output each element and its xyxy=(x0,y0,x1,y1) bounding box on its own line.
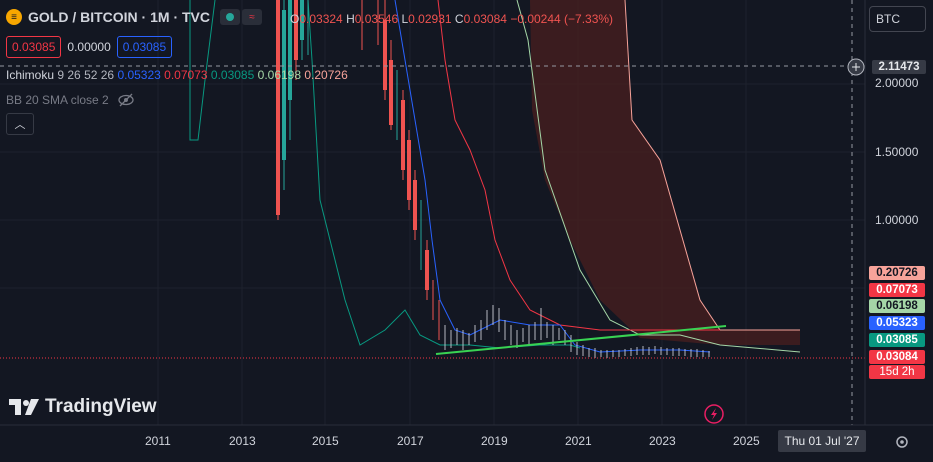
change-value: −0.00244 (−7.33%) xyxy=(510,12,614,26)
ichimoku-params: 9 26 52 26 xyxy=(57,68,115,82)
bb-label: BB 20 SMA close 2 xyxy=(6,93,109,107)
brand-name: TradingView xyxy=(45,396,157,417)
buy-button[interactable]: 0.03085 xyxy=(116,36,173,58)
price-tag: 0.07073 xyxy=(869,283,925,297)
time-label: 2017 xyxy=(397,434,424,448)
close-value: 0.03084 xyxy=(463,12,507,26)
bar-countdown: 15d 2h xyxy=(869,365,925,379)
symbol-title[interactable]: GOLD / BITCOIN · 1M · TVC xyxy=(28,9,210,25)
sell-button[interactable]: 0.03085 xyxy=(6,36,62,58)
candles-early xyxy=(276,0,440,340)
symbol-header[interactable]: ≡ GOLD / BITCOIN · 1M · TVC ≈ xyxy=(6,9,262,25)
gear-icon xyxy=(896,436,908,448)
trade-buttons: 0.03085 0.00000 0.03085 xyxy=(6,36,173,58)
low-value: 0.02931 xyxy=(408,12,452,26)
price-tag: 0.03085 xyxy=(869,333,925,347)
chikou-value: 0.03085 xyxy=(210,68,255,82)
senkou-a-value: 0.06198 xyxy=(257,68,302,82)
price-tag: 0.03084 xyxy=(869,350,925,364)
price-label-1-5: 1.50000 xyxy=(875,145,919,159)
market-open-icon[interactable] xyxy=(220,9,240,25)
chevron-up-icon: ︿ xyxy=(14,119,26,131)
eye-hidden-icon[interactable] xyxy=(117,93,135,107)
tradingview-logo[interactable]: TradingView xyxy=(9,396,157,418)
ichimoku-cloud xyxy=(530,0,800,345)
time-label: 2015 xyxy=(312,434,339,448)
price-label-1: 1.00000 xyxy=(875,213,919,227)
time-label: 2023 xyxy=(649,434,676,448)
tenkan-value: 0.05323 xyxy=(117,68,161,82)
time-label: 2019 xyxy=(481,434,508,448)
trend-line xyxy=(435,325,727,355)
time-label: 2013 xyxy=(229,434,256,448)
lightning-icon xyxy=(704,404,724,424)
price-label-2: 2.00000 xyxy=(875,76,919,90)
crosshair-price-label: 2.11473 xyxy=(872,60,926,74)
high-value: 0.03546 xyxy=(354,12,399,26)
price-tag: 0.05323 xyxy=(869,316,925,330)
crosshair-plus-icon xyxy=(847,58,865,76)
time-label: 2011 xyxy=(145,434,171,448)
kijun-line xyxy=(437,0,720,331)
candles-late xyxy=(444,305,710,358)
crosshair-date-label: Thu 01 Jul '27 xyxy=(778,430,866,452)
bb-legend[interactable]: BB 20 SMA close 2 xyxy=(6,93,135,107)
ichimoku-legend[interactable]: Ichimoku 9 26 52 26 0.05323 0.07073 0.03… xyxy=(6,68,348,82)
spread-value: 0.00000 xyxy=(67,40,111,54)
market-status-group[interactable]: ≈ xyxy=(220,9,262,25)
ichimoku-name: Ichimoku xyxy=(6,68,55,82)
time-label: 2025 xyxy=(733,434,760,448)
currency-selector[interactable]: BTC xyxy=(869,6,926,32)
tenkan-line xyxy=(394,0,711,353)
time-label: 2021 xyxy=(565,434,592,448)
ohlc-readout: O0.03324 H0.03546 L0.02931 C0.03084 −0.0… xyxy=(290,12,614,26)
kijun-value: 0.07073 xyxy=(164,68,208,82)
price-tag: 0.20726 xyxy=(869,266,925,280)
collapse-legend-button[interactable]: ︿ xyxy=(6,113,34,135)
open-value: 0.03324 xyxy=(299,12,343,26)
tradingview-logo-icon xyxy=(9,399,39,415)
price-tag: 0.06198 xyxy=(869,299,925,313)
data-delay-icon[interactable]: ≈ xyxy=(242,9,262,25)
gold-coin-icon: ≡ xyxy=(6,9,22,25)
senkou-b-value: 0.20726 xyxy=(304,68,348,82)
senkou-a-line xyxy=(516,0,801,353)
